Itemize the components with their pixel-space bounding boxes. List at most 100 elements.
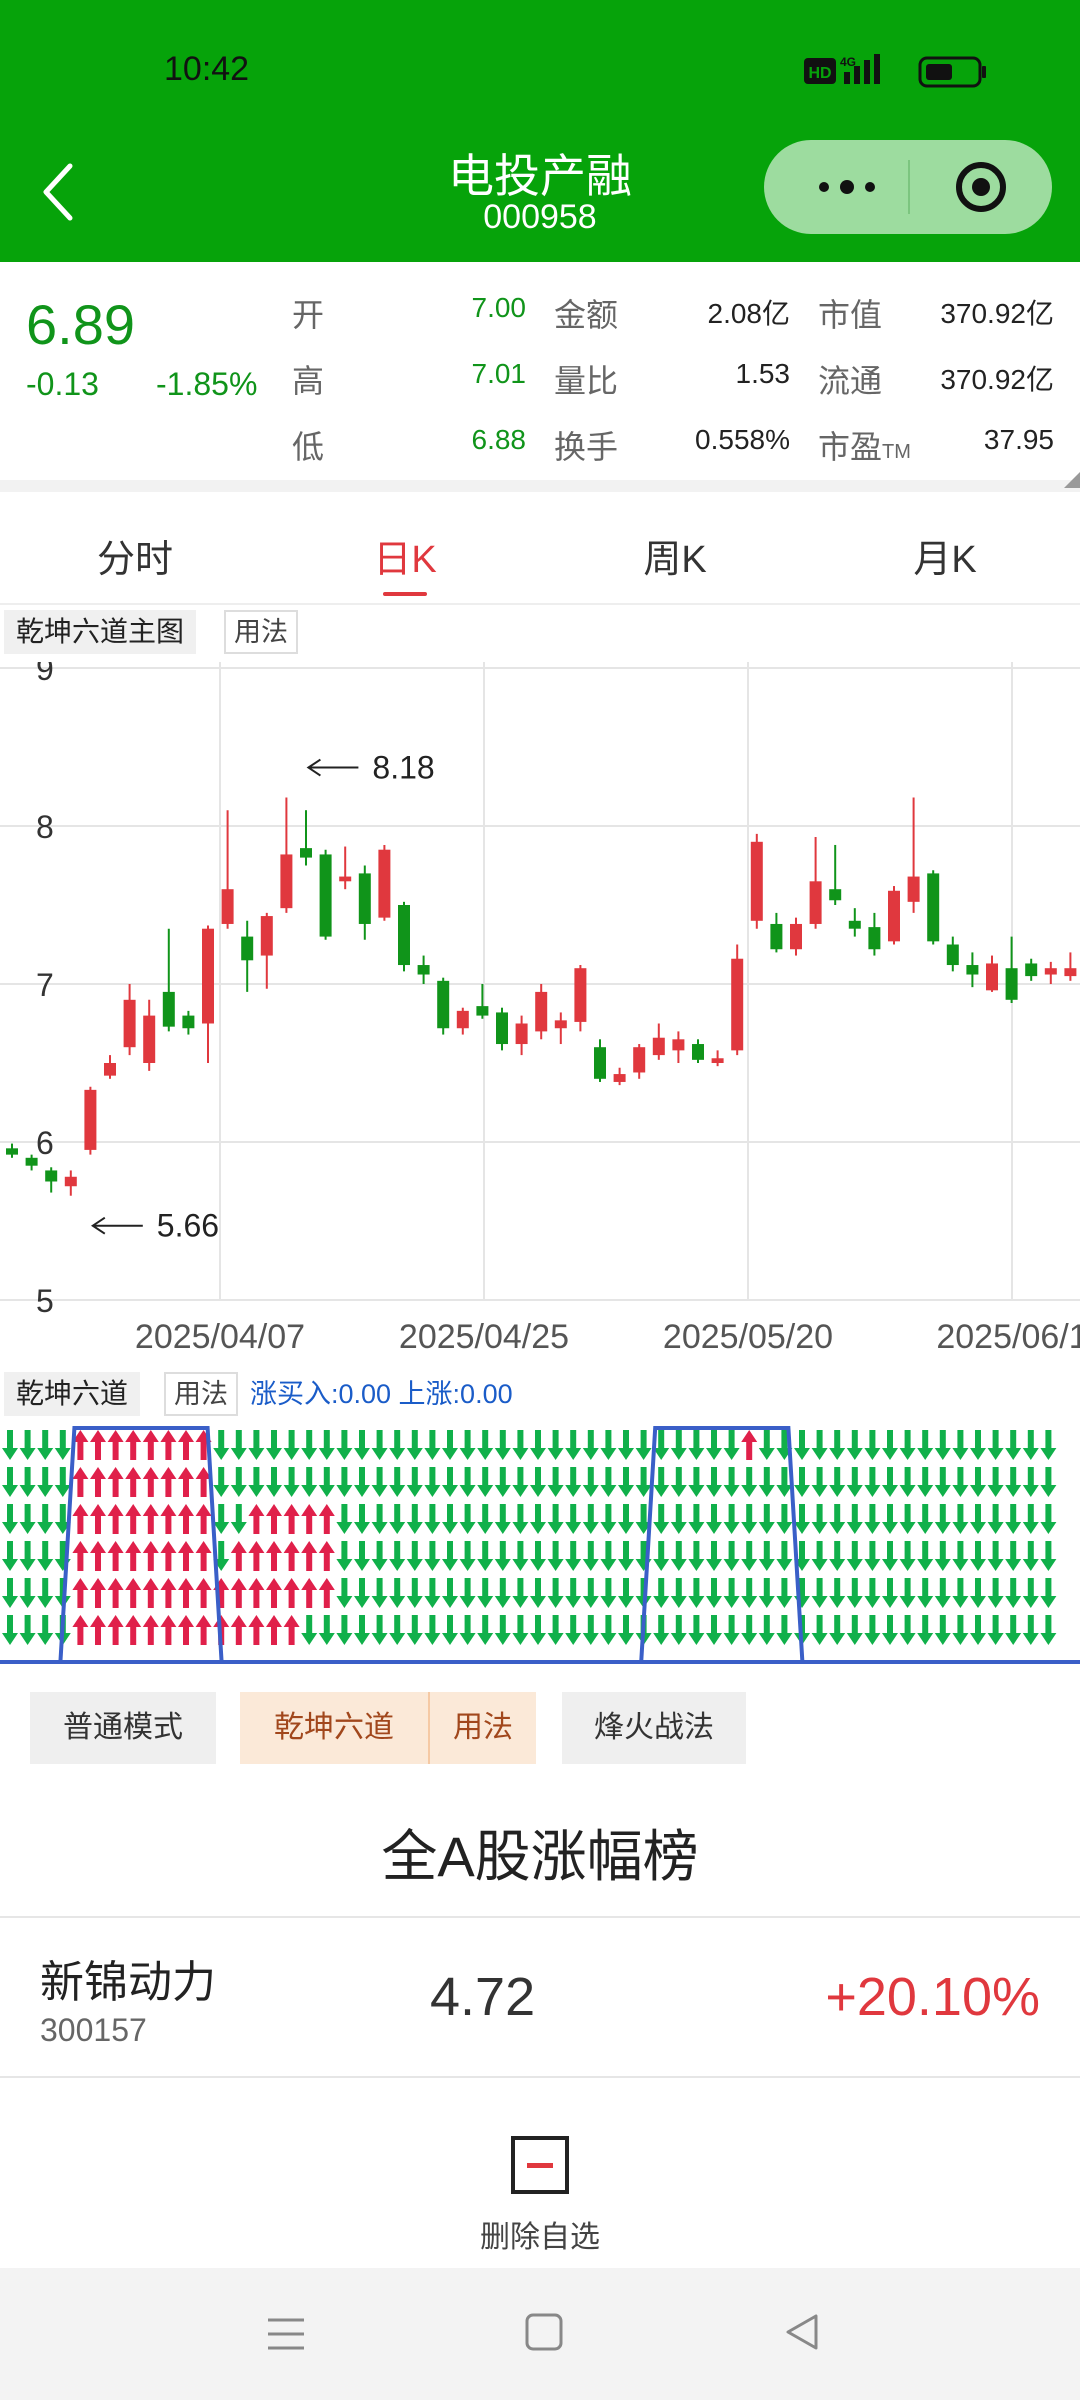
candle	[162, 991, 175, 1027]
down-arrow	[1005, 1541, 1022, 1571]
down-arrow	[882, 1430, 898, 1460]
ranking-title: 全A股涨幅榜	[381, 1825, 699, 1888]
down-arrow	[653, 1504, 670, 1534]
down-arrow	[706, 1578, 722, 1608]
back-icon[interactable]	[38, 160, 82, 224]
down-arrow	[301, 1467, 318, 1497]
sub-indicator-signal: 涨买入:0.00 上涨:0.00	[250, 1379, 513, 1409]
qiankun-signal-chart[interactable]	[0, 1424, 1080, 1668]
down-arrow	[547, 1504, 564, 1534]
down-arrow	[829, 1430, 846, 1460]
down-arrow	[952, 1504, 969, 1534]
down-arrow	[600, 1430, 617, 1460]
back-nav-icon[interactable]	[782, 2312, 822, 2352]
down-arrow	[864, 1578, 881, 1608]
candle	[496, 1012, 508, 1045]
tab-monthly-k[interactable]: 月K	[913, 539, 977, 581]
open-value: 7.00	[471, 292, 527, 323]
candle	[339, 876, 352, 882]
tab-weekly-k[interactable]: 周K	[643, 539, 707, 581]
candle	[64, 1176, 77, 1187]
more-icon[interactable]	[802, 162, 892, 212]
down-arrow	[987, 1504, 1004, 1534]
menu-icon[interactable]	[266, 2314, 306, 2354]
up-arrow	[195, 1578, 212, 1608]
normal-mode-button[interactable]: 普通模式	[30, 1692, 216, 1764]
remove-watchlist-label[interactable]: 删除自选	[480, 2221, 600, 2254]
candle	[829, 889, 842, 901]
expand-corner-icon[interactable]	[1064, 472, 1080, 488]
up-arrow	[72, 1541, 89, 1571]
up-arrow	[90, 1504, 106, 1534]
down-arrow	[635, 1430, 652, 1460]
sub-indicator-name[interactable]: 乾坤六道	[4, 1372, 141, 1416]
down-arrow	[37, 1615, 54, 1645]
down-arrow	[952, 1578, 969, 1608]
down-arrow	[706, 1504, 722, 1534]
up-arrow	[178, 1615, 194, 1645]
down-arrow	[811, 1430, 828, 1460]
system-nav-bar	[0, 2268, 1080, 2400]
candlestick-chart[interactable]: 9 8 7 6 5 2025/04/07 2025/04/25 2025/05/20 2025/…	[0, 662, 1080, 1362]
up-arrow	[266, 1541, 282, 1571]
tab-intraday[interactable]: 分时	[96, 539, 173, 581]
y-tick-label: 6	[36, 1125, 54, 1161]
candle	[927, 873, 940, 942]
down-arrow	[706, 1615, 722, 1645]
down-arrow	[442, 1541, 458, 1571]
close-miniprogram-icon[interactable]	[954, 160, 1008, 214]
remove-watchlist-icon[interactable]	[511, 2136, 569, 2194]
candle	[594, 1047, 606, 1079]
down-arrow	[477, 1430, 494, 1460]
candle	[45, 1170, 58, 1182]
down-arrow	[512, 1578, 529, 1608]
down-arrow	[424, 1430, 441, 1460]
down-arrow	[336, 1615, 353, 1645]
down-arrow	[864, 1541, 881, 1571]
fire-strategy-button[interactable]: 烽火战法	[562, 1692, 746, 1764]
down-arrow	[389, 1541, 406, 1571]
down-arrow	[582, 1504, 599, 1534]
up-arrow	[741, 1430, 758, 1460]
down-arrow	[1040, 1578, 1057, 1608]
down-arrow	[829, 1578, 846, 1608]
down-arrow	[442, 1578, 458, 1608]
qiankun-usage-button[interactable]: 用法	[430, 1692, 536, 1764]
down-arrow	[618, 1504, 634, 1534]
turnover-label: 换手	[554, 429, 619, 465]
active-tab-indicator	[383, 592, 427, 596]
up-arrow	[230, 1578, 247, 1608]
down-arrow	[706, 1430, 722, 1460]
down-arrow	[776, 1578, 793, 1608]
down-arrow	[442, 1504, 458, 1534]
price-change-pct: -1.85%	[156, 366, 258, 402]
down-arrow	[424, 1541, 441, 1571]
home-icon[interactable]	[524, 2312, 564, 2352]
down-arrow	[2, 1541, 18, 1571]
down-arrow	[318, 1467, 335, 1497]
high-value: 7.01	[471, 358, 527, 389]
qiankun-mode-button[interactable]: 乾坤六道	[240, 1692, 428, 1764]
tab-daily-k[interactable]: 日K	[373, 539, 437, 581]
pe-value: 37.95	[983, 424, 1054, 455]
candle	[986, 963, 998, 991]
down-arrow	[1022, 1467, 1039, 1497]
y-tick-label: 5	[36, 1283, 54, 1319]
down-arrow	[653, 1467, 670, 1497]
candle	[417, 965, 430, 975]
up-arrow	[195, 1467, 212, 1497]
float-cap-label: 流通	[818, 363, 883, 399]
down-arrow	[547, 1541, 564, 1571]
down-arrow	[459, 1504, 476, 1534]
ranking-stock-change: +20.10%	[825, 1967, 1040, 2027]
down-arrow	[530, 1578, 546, 1608]
up-arrow	[301, 1541, 318, 1571]
main-indicator-name[interactable]: 乾坤六道主图	[4, 610, 197, 654]
sub-indicator-usage-button[interactable]: 用法	[164, 1372, 238, 1416]
down-arrow	[424, 1467, 441, 1497]
down-arrow	[758, 1615, 775, 1645]
main-indicator-usage-button[interactable]: 用法	[224, 610, 298, 654]
up-arrow	[230, 1615, 247, 1645]
candle	[143, 1015, 156, 1063]
pe-label: 市盈TM	[818, 429, 911, 465]
